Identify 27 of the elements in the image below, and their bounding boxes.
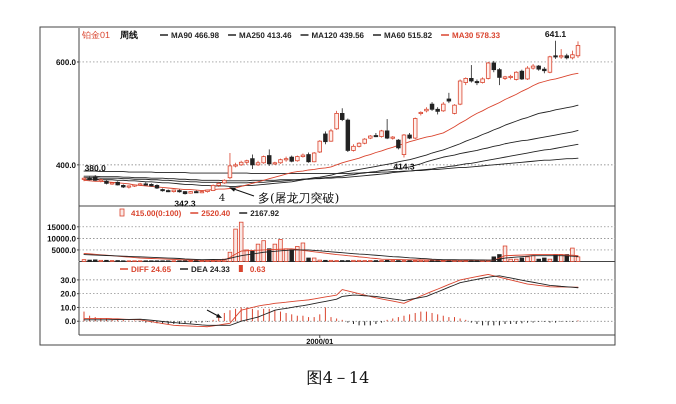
legend-label: MA120 439.56 [312, 31, 365, 40]
legend-label: 2520.40 [201, 209, 231, 218]
legend-label: 2167.92 [250, 209, 280, 218]
legend-label: MA250 413.46 [239, 31, 292, 40]
legend-label: MA60 515.82 [384, 31, 433, 40]
y-tick-label: 400.0 [56, 160, 77, 170]
chart-subtitle: 周线 [119, 30, 138, 40]
legend-label: MA90 466.98 [171, 31, 220, 40]
y-tick-label: 20.0 [60, 290, 77, 299]
y-tick-label: 0.0 [64, 317, 77, 326]
annotation: 多(屠龙刀突破) [258, 191, 340, 205]
y-tick-label: 10000.0 [47, 234, 77, 244]
caption: 图4－14 [306, 368, 370, 387]
y-tick-label: 30.0 [60, 276, 77, 285]
y-tick-label: 10.0 [60, 303, 77, 312]
legend-label: DEA 24.33 [191, 265, 230, 274]
y-tick-label: 600.0 [56, 58, 77, 67]
y-tick-label: 15000.0 [47, 222, 77, 232]
chart-title: 铂金01 [81, 30, 110, 40]
legend-label: 415.00(0:100) [131, 209, 182, 218]
annotation: 641.1 [544, 28, 566, 39]
legend-label: 0.63 [250, 265, 266, 274]
annotation: 4 [218, 193, 226, 204]
legend-label: MA30 578.33 [452, 31, 501, 40]
annotation: 380.0 [84, 163, 106, 174]
legend-label: DIFF 24.65 [131, 265, 172, 274]
y-tick-label: 5000.0 [52, 246, 77, 255]
